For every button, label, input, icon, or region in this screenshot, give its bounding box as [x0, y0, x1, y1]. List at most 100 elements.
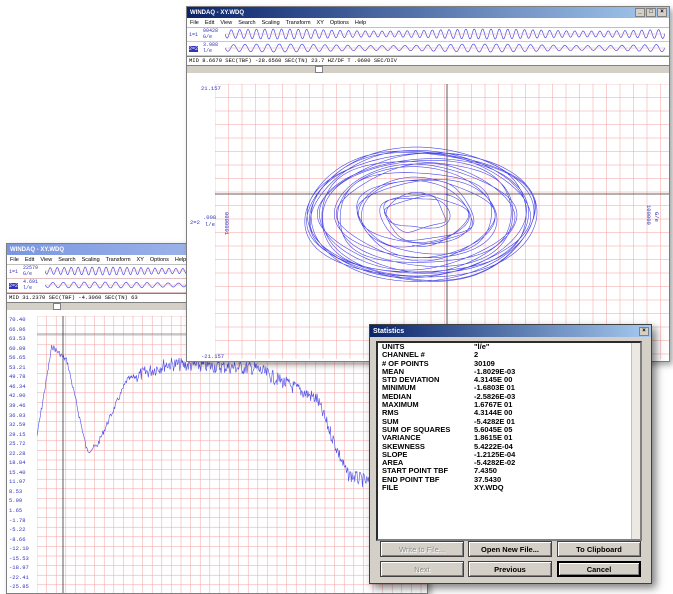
front-channel-1-strip[interactable]: 00428 G/e 1=1 — [187, 28, 669, 42]
statistics-key: VARIANCE — [382, 433, 421, 443]
menu-file[interactable]: File — [190, 19, 199, 26]
y-tick-label: -25.85 — [9, 583, 29, 591]
y-tick-label: 36.03 — [9, 411, 26, 419]
statistics-scrollbar[interactable] — [631, 343, 640, 539]
front-ch1-wave — [225, 28, 665, 40]
xy-right-unit: G/e — [653, 212, 660, 222]
statistics-row: VARIANCE 1.8615E 01 — [378, 433, 640, 443]
menu-transform[interactable]: Transform — [105, 256, 131, 263]
menu-search[interactable]: Search — [238, 19, 256, 26]
statistics-value: -1.2125E-04 — [474, 449, 516, 459]
statistics-row: AREA -5.4282E-02 — [378, 458, 640, 468]
y-tick-label: -5.22 — [9, 526, 26, 534]
statistics-row: MAXIMUM 1.6767E 01 — [378, 400, 640, 410]
menu-options[interactable]: Options — [149, 256, 169, 263]
statistics-row: MINIMUM -1.6803E 01 — [378, 383, 640, 393]
front-window-menubar: File Edit View Search Scaling Transform … — [187, 18, 669, 28]
open-new-file-button[interactable]: Open New File... — [468, 541, 552, 557]
statistics-row: # OF POINTS 30109 — [378, 358, 640, 368]
menu-edit[interactable]: Edit — [204, 19, 215, 26]
statistics-key: MAXIMUM — [382, 400, 419, 410]
menu-help[interactable]: Help — [354, 19, 367, 26]
y-tick-label: 42.90 — [9, 392, 26, 400]
statistics-value: 5.6045E 05 — [474, 424, 513, 434]
statistics-key: AREA — [382, 458, 404, 468]
statistics-value: 37.5430 — [474, 474, 502, 484]
ch2-unit: l/e — [23, 284, 33, 291]
ch2-id: 2=2 — [9, 283, 19, 289]
statistics-value: XY.WDQ — [474, 483, 504, 493]
statistics-row: MEAN -1.8029E-03 — [378, 366, 640, 376]
statistics-key: MEAN — [382, 366, 405, 376]
ch2-value: 4.691 — [23, 279, 39, 285]
statistics-dialog: Statistics × UNITS "l/e" CHANNEL #2 # OF PO… — [369, 324, 652, 584]
y-tick-label: 8.53 — [9, 487, 23, 495]
menu-search[interactable]: Search — [58, 256, 76, 263]
menu-view[interactable]: View — [220, 19, 233, 26]
menu-transform[interactable]: Transform — [285, 19, 311, 26]
statistics-value: 4.3145E 00 — [474, 375, 513, 385]
statistics-row: UNITS "l/e" — [378, 343, 640, 351]
xy-plot-area[interactable] — [215, 84, 669, 359]
close-icon[interactable]: × — [639, 326, 649, 336]
next-button[interactable]: Next — [380, 561, 464, 577]
front-window-title: WINDAQ - XY.WDQ — [190, 9, 244, 16]
menu-scaling[interactable]: Scaling — [81, 256, 100, 263]
statistics-row: MEDIAN -2.5826E-03 — [378, 392, 640, 401]
statistics-key: # OF POINTS — [382, 358, 429, 368]
y-tick-label: 25.72 — [9, 440, 26, 448]
statistics-value: 1.6767E 01 — [474, 400, 513, 410]
menu-scaling[interactable]: Scaling — [261, 19, 280, 26]
ch1-id: 1=1 — [9, 269, 19, 275]
menu-help[interactable]: Help — [174, 256, 187, 263]
ch1-value: 22579 — [23, 265, 39, 271]
statistics-row: START POINT TBF 7.4350 — [378, 467, 640, 476]
statistics-key: SKEWNESS — [382, 441, 425, 451]
statistics-title: Statistics — [373, 327, 405, 335]
y-tick-label: 53.21 — [9, 363, 26, 371]
previous-button[interactable]: Previous — [468, 561, 552, 577]
front-channel-2-strip[interactable]: 3.988 l/e 2=2 — [187, 42, 669, 56]
minimize-button[interactable]: _ — [635, 8, 645, 17]
statistics-row: SKEWNESS 5.4222E-04 — [378, 441, 640, 451]
statistics-row: FILE XY.WDQ — [378, 483, 640, 493]
y-tick-label: 70.40 — [9, 316, 26, 323]
menu-view[interactable]: View — [40, 256, 53, 263]
menu-edit[interactable]: Edit — [24, 256, 35, 263]
y-tick-label: 29.15 — [9, 430, 26, 438]
front-window: WINDAQ - XY.WDQ _ □ × File Edit View Sea… — [186, 6, 670, 362]
menu-xy[interactable]: XY — [136, 256, 144, 263]
front-scrollbar[interactable] — [187, 66, 669, 73]
statistics-value: -1.6803E 01 — [474, 383, 515, 393]
ch1-unit: G/e — [23, 270, 33, 277]
maximize-button[interactable]: □ — [646, 8, 656, 17]
statistics-list[interactable]: UNITS "l/e" CHANNEL #2 # OF POINTS 30109 MEAN… — [376, 341, 642, 541]
y-tick-label: 56.65 — [9, 354, 26, 362]
y-tick-label: 32.59 — [9, 421, 26, 429]
ch2-unit: l/e — [203, 47, 213, 54]
statistics-key: STD DEVIATION — [382, 375, 440, 385]
statistics-value: 1.8615E 01 — [474, 433, 513, 443]
statistics-row: END POINT TBF 37.5430 — [378, 474, 640, 484]
y-tick-label: 60.09 — [9, 344, 26, 352]
front-scroll-thumb[interactable] — [315, 66, 323, 73]
menu-xy[interactable]: XY — [316, 19, 324, 26]
xy-trace — [304, 146, 538, 282]
write-to-file-button[interactable]: Write to File... — [380, 541, 464, 557]
xy-bottom-left-value: 0000001 — [223, 212, 230, 236]
to-clipboard-button[interactable]: To Clipboard — [557, 541, 641, 557]
menu-options[interactable]: Options — [329, 19, 349, 26]
front-window-titlebar[interactable]: WINDAQ - XY.WDQ _ □ × — [187, 7, 669, 18]
y-bottom-value: -21.157 — [201, 353, 225, 360]
cancel-button[interactable]: Cancel — [557, 561, 641, 577]
statistics-titlebar[interactable]: Statistics × — [370, 325, 651, 337]
statistics-key: MINIMUM — [382, 383, 416, 393]
close-button[interactable]: × — [657, 8, 667, 17]
back-window-title: WINDAQ - XY.WDQ — [10, 246, 64, 253]
back-scroll-thumb[interactable] — [53, 303, 61, 310]
menu-file[interactable]: File — [10, 256, 19, 263]
statistics-value: "l/e" — [474, 342, 490, 351]
y-tick-label: 1.65 — [9, 507, 23, 514]
y-top-value: 21.157 — [201, 85, 221, 92]
statistics-row: SLOPE -1.2125E-04 — [378, 449, 640, 459]
